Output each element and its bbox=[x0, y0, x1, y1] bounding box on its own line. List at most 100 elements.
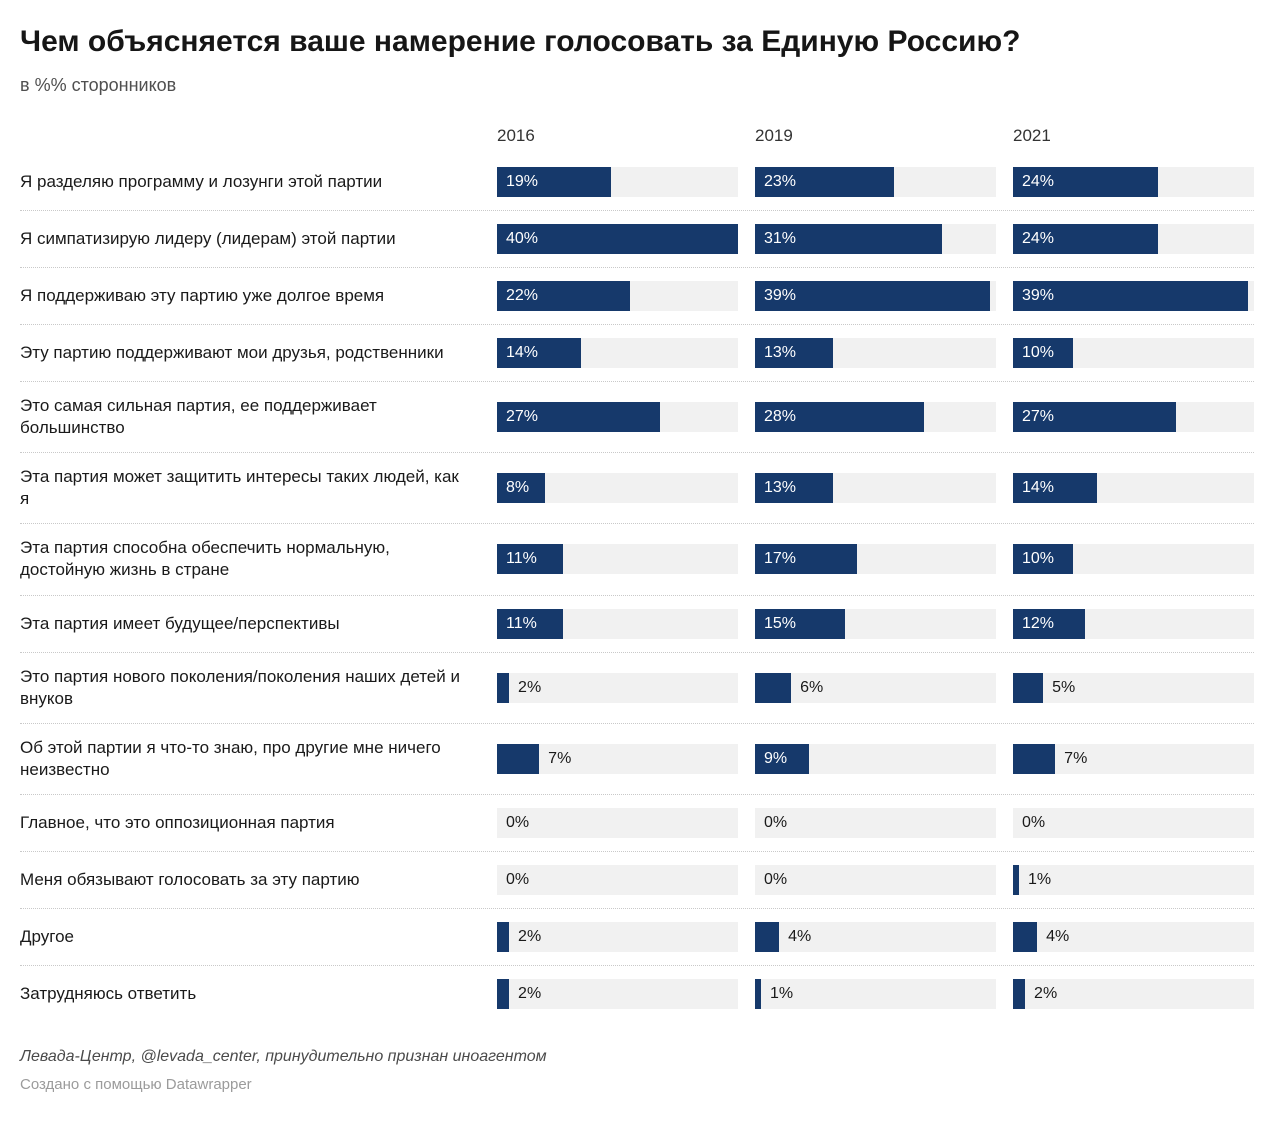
chart-row: Эта партия может защитить интересы таких… bbox=[20, 452, 1254, 523]
bar-track: 27% bbox=[497, 402, 738, 433]
bar-value-label: 7% bbox=[1064, 749, 1088, 767]
chart-row: Эта партия имеет будущее/перспективы 11% 1… bbox=[20, 594, 1254, 652]
bar-value-label: 24% bbox=[1022, 230, 1055, 247]
row-label: Эта партия может защитить интересы таких… bbox=[20, 467, 459, 509]
bar-fill bbox=[1013, 167, 1158, 197]
bar-fill bbox=[755, 338, 834, 368]
row-label: Я симпатизирую лидеру (лидерам) этой пар… bbox=[20, 228, 396, 248]
bar-value-label: 27% bbox=[1022, 408, 1055, 426]
bar-track: 11% bbox=[497, 608, 738, 639]
bar-track: 8% bbox=[497, 473, 738, 504]
bar-cell-2016: 0% bbox=[497, 807, 738, 838]
bar-track: 4% bbox=[1013, 921, 1254, 952]
chart-row: Другое 2% 4% 4% bbox=[20, 907, 1254, 965]
bar-cell-2021: 24% bbox=[1013, 167, 1254, 197]
bar-value-label: 2% bbox=[1034, 984, 1058, 1002]
source-note: Левада-Центр, @levada_center, принудител… bbox=[20, 1047, 547, 1065]
bar-fill bbox=[1013, 978, 1026, 1009]
bar-track: 7% bbox=[1013, 743, 1254, 774]
bar-cell-2019: 15% bbox=[755, 608, 996, 639]
bar-fill bbox=[1013, 672, 1044, 703]
bar-fill bbox=[1013, 338, 1074, 368]
bar-fill bbox=[1013, 402, 1176, 433]
bar-value-label: 6% bbox=[800, 678, 824, 696]
bar-track: 2% bbox=[497, 921, 738, 952]
bar-track: 24% bbox=[1013, 224, 1254, 254]
year-header-2021: 2021 bbox=[1013, 126, 1051, 145]
row-label: Об этой партии я что-то знаю, про другие… bbox=[20, 737, 441, 779]
bar-fill bbox=[755, 544, 858, 575]
bar-fill bbox=[497, 544, 564, 575]
chart-row: Это партия нового поколения/поколения на… bbox=[20, 651, 1254, 723]
bar-value-label: 4% bbox=[1046, 927, 1070, 945]
row-label: Другое bbox=[20, 926, 75, 946]
bar-cell-2021: 5% bbox=[1013, 666, 1254, 710]
chart-row: Это самая сильная партия, ее поддерживае… bbox=[20, 381, 1254, 452]
bar-track: 17% bbox=[755, 544, 996, 575]
datawrapper-attribution: Создано с помощью Datawrapper bbox=[20, 1075, 252, 1093]
bar-cell-2021: 10% bbox=[1013, 537, 1254, 581]
bar-value-label: 14% bbox=[506, 344, 539, 361]
bar-value-label: 7% bbox=[548, 749, 572, 767]
bar-fill bbox=[1013, 608, 1086, 639]
row-label: Эту партию поддерживают мои друзья, родс… bbox=[20, 342, 444, 362]
bar-cell-2019: 0% bbox=[755, 807, 996, 838]
bar-cell-2021: 1% bbox=[1013, 864, 1254, 895]
bar-value-label: 9% bbox=[764, 749, 788, 767]
bar-cell-2016: 2% bbox=[497, 921, 738, 952]
bar-fill bbox=[1013, 921, 1038, 952]
bar-track: 2% bbox=[1013, 978, 1254, 1009]
bar-track: 19% bbox=[497, 167, 738, 197]
bar-track: 5% bbox=[1013, 672, 1254, 703]
bar-value-label: 22% bbox=[506, 287, 539, 304]
bar-fill bbox=[755, 921, 780, 952]
bar-fill bbox=[755, 224, 942, 254]
bar-value-label: 31% bbox=[764, 230, 797, 247]
bar-value-label: 2% bbox=[518, 927, 542, 945]
bar-fill bbox=[755, 473, 834, 504]
year-header-2016: 2016 bbox=[497, 126, 535, 145]
bar-value-label: 13% bbox=[764, 344, 797, 361]
chart-row: Эта партия способна обеспечить нормальну… bbox=[20, 523, 1254, 594]
bar-cell-2016: 22% bbox=[497, 281, 738, 311]
chart-row: Эту партию поддерживают мои друзья, родс… bbox=[20, 324, 1254, 381]
bar-track: 39% bbox=[1013, 281, 1254, 311]
year-header-2019: 2019 bbox=[755, 126, 793, 145]
bar-value-label: 24% bbox=[1022, 173, 1055, 190]
bar-value-label: 5% bbox=[1052, 678, 1076, 696]
bar-fill bbox=[755, 672, 792, 703]
chart-row: Главное, что это оппозиционная партия 0% 0… bbox=[20, 793, 1254, 851]
row-label: Я разделяю программу и лозунги этой парт… bbox=[20, 171, 383, 191]
bar-value-label: 17% bbox=[764, 550, 797, 568]
row-label: Затрудняюсь ответить bbox=[20, 983, 197, 1003]
bar-fill bbox=[1013, 224, 1158, 254]
bar-track: 27% bbox=[1013, 402, 1254, 433]
bar-fill bbox=[497, 978, 510, 1009]
bar-cell-2016: 27% bbox=[497, 395, 738, 439]
bar-value-label: 2% bbox=[518, 678, 542, 696]
chart-footer: Левада-Центр, @levada_center, принудител… bbox=[20, 1048, 1254, 1093]
bar-cell-2019: 17% bbox=[755, 537, 996, 581]
row-label: Это самая сильная партия, ее поддерживае… bbox=[20, 396, 377, 438]
bar-value-label: 11% bbox=[506, 614, 537, 632]
bar-value-label: 12% bbox=[1022, 614, 1055, 632]
bar-value-label: 15% bbox=[764, 614, 797, 632]
bar-value-label: 13% bbox=[764, 479, 797, 497]
row-label: Я поддерживаю эту партию уже долгое врем… bbox=[20, 285, 385, 305]
bar-value-label: 27% bbox=[506, 408, 539, 426]
chart-row: Об этой партии я что-то знаю, про другие… bbox=[20, 722, 1254, 794]
bar-fill bbox=[497, 743, 540, 774]
bar-cell-2016: 40% bbox=[497, 224, 738, 254]
bar-track: 1% bbox=[755, 978, 996, 1009]
bar-value-label: 28% bbox=[764, 408, 797, 426]
bar-value-label: 4% bbox=[788, 927, 812, 945]
bar-cell-2016: 7% bbox=[497, 737, 738, 781]
bar-value-label: 14% bbox=[1022, 479, 1055, 497]
bar-cell-2016: 14% bbox=[497, 338, 738, 368]
bar-value-label: 0% bbox=[506, 870, 530, 888]
bar-track: 0% bbox=[497, 864, 738, 895]
bar-value-label: 1% bbox=[770, 984, 794, 1002]
bar-track: 2% bbox=[497, 978, 738, 1009]
bar-cell-2019: 39% bbox=[755, 281, 996, 311]
bar-value-label: 2% bbox=[518, 984, 542, 1002]
